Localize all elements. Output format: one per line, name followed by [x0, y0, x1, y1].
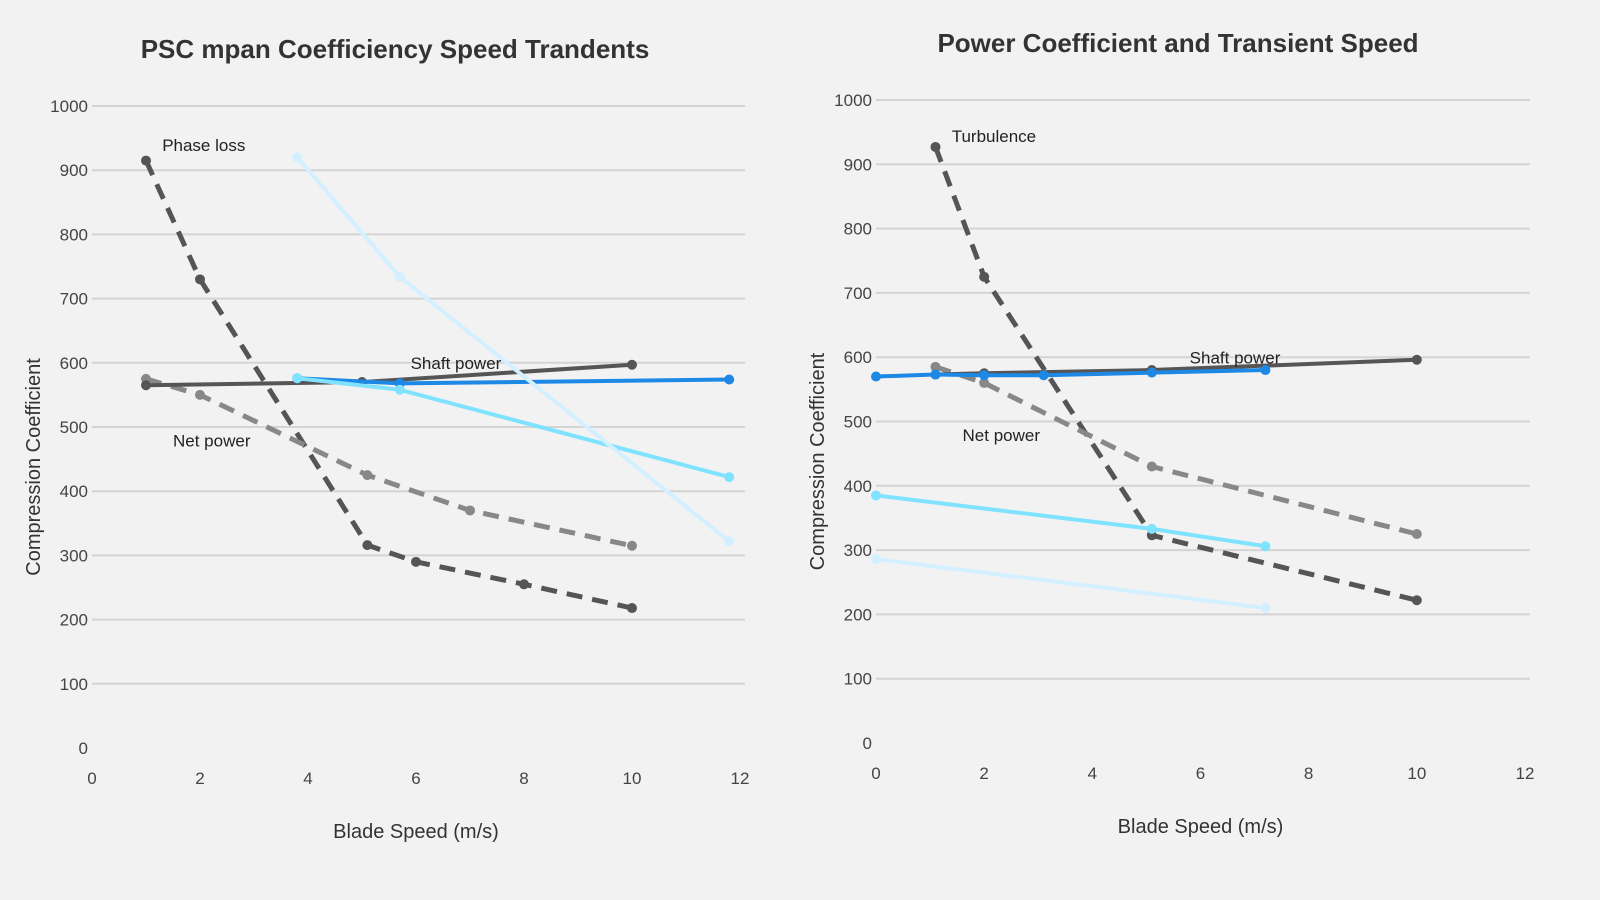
- y-tick-label: 0: [79, 739, 88, 758]
- data-point: [1146, 523, 1157, 534]
- x-tick-label: 8: [1304, 764, 1313, 783]
- data-point: [411, 556, 421, 567]
- series-line-6: [295, 156, 731, 543]
- data-point: [1260, 541, 1271, 552]
- data-point: [1038, 370, 1049, 381]
- data-point: [362, 470, 373, 481]
- y-tick-label: 900: [60, 161, 88, 180]
- y-axis-label: Compression Coefficient: [807, 352, 829, 570]
- data-point: [724, 472, 735, 483]
- x-tick-label: 6: [411, 769, 420, 788]
- y-tick-label: 900: [844, 155, 872, 174]
- x-tick-label: 4: [303, 769, 312, 788]
- annotation-label: Net power: [173, 431, 251, 450]
- chart-title: PSC mpan Coefficiency Speed Trandents: [141, 34, 650, 64]
- x-tick-label: 2: [979, 764, 988, 783]
- y-tick-label: 100: [60, 675, 88, 694]
- x-tick-label: 12: [1516, 764, 1535, 783]
- data-point: [627, 540, 637, 551]
- y-tick-label: 400: [844, 477, 872, 496]
- annotation-label: Net power: [963, 426, 1041, 445]
- series-line-1: [933, 146, 1418, 603]
- data-point: [519, 579, 529, 590]
- data-point: [627, 359, 637, 370]
- annotation-label: Turbulence: [952, 127, 1036, 146]
- y-tick-label: 1000: [834, 91, 872, 110]
- data-point: [195, 389, 205, 400]
- series-line-2: [934, 364, 1418, 537]
- y-tick-label: 500: [844, 413, 872, 432]
- data-point: [141, 380, 151, 391]
- data-point: [871, 371, 881, 382]
- y-tick-label: 600: [60, 354, 88, 373]
- data-point: [979, 377, 990, 388]
- x-tick-label: 0: [87, 769, 96, 788]
- x-tick-label: 4: [1088, 764, 1097, 783]
- y-tick-label: 1000: [50, 97, 88, 116]
- data-point: [1411, 595, 1422, 606]
- data-point: [627, 603, 637, 614]
- y-tick-label: 700: [60, 290, 88, 309]
- data-point: [930, 141, 941, 152]
- x-tick-label: 10: [1407, 764, 1426, 783]
- annotation-label: Shaft power: [411, 354, 502, 373]
- data-point: [1411, 354, 1422, 365]
- series-line-4: [875, 368, 1266, 379]
- y-tick-label: 300: [844, 541, 872, 560]
- chart-title: Power Coefficient and Transient Speed: [937, 28, 1418, 58]
- y-tick-label: 700: [844, 284, 872, 303]
- data-point: [930, 369, 941, 380]
- data-point: [1411, 529, 1422, 540]
- series-line-5: [875, 493, 1266, 549]
- series-line-6: [875, 557, 1266, 610]
- data-point: [979, 271, 990, 282]
- series-line-1: [143, 159, 633, 611]
- y-tick-label: 600: [844, 348, 872, 367]
- y-tick-label: 800: [60, 225, 88, 244]
- data-point: [1146, 461, 1157, 472]
- data-point: [871, 554, 881, 565]
- data-point: [1260, 602, 1271, 613]
- x-axis-label: Blade Speed (m/s): [1118, 816, 1284, 838]
- data-point: [1146, 367, 1157, 378]
- x-tick-label: 2: [195, 769, 204, 788]
- data-point: [362, 540, 373, 551]
- y-tick-label: 100: [844, 670, 872, 689]
- y-tick-label: 200: [60, 611, 88, 630]
- y-tick-label: 300: [60, 546, 88, 565]
- data-point: [292, 373, 303, 384]
- chart-panel-2: Power Coefficient and Transient Speed 0 10…: [807, 28, 1534, 838]
- data-point: [979, 370, 990, 381]
- chart-panel-1: PSC mpan Coefficiency Speed Trandents 0 10…: [23, 34, 749, 843]
- y-tick-label: 400: [60, 482, 88, 501]
- data-point: [1260, 365, 1271, 376]
- y-axis-label: Compression Coefficient: [23, 358, 45, 576]
- data-point: [141, 155, 151, 166]
- y-tick-label: 500: [60, 418, 88, 437]
- y-tick-label: 800: [844, 220, 872, 239]
- data-point: [930, 361, 941, 372]
- x-tick-label: 6: [1196, 764, 1205, 783]
- data-point: [871, 490, 881, 501]
- data-point: [465, 505, 475, 516]
- annotation-label: Phase loss: [162, 136, 245, 155]
- x-tick-label: 0: [871, 764, 880, 783]
- y-tick-label: 0: [863, 734, 872, 753]
- x-tick-label: 8: [519, 769, 528, 788]
- data-point: [724, 536, 735, 547]
- x-axis-label: Blade Speed (m/s): [333, 821, 499, 843]
- data-point: [724, 374, 735, 385]
- data-point: [292, 152, 303, 163]
- y-tick-label: 200: [844, 605, 872, 624]
- data-point: [195, 274, 205, 285]
- data-point: [394, 271, 405, 282]
- annotation-label: Shaft power: [1190, 349, 1281, 368]
- data-point: [394, 384, 405, 395]
- x-tick-label: 10: [623, 769, 642, 788]
- x-tick-label: 12: [731, 769, 750, 788]
